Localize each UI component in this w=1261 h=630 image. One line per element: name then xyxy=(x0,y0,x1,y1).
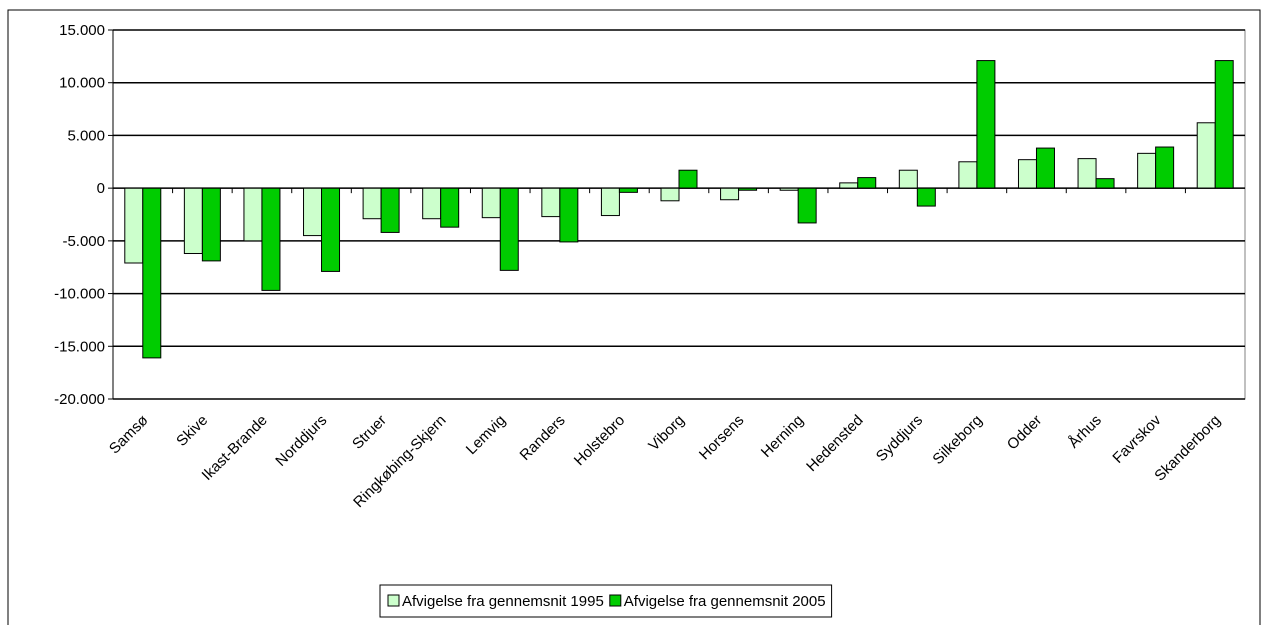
bar xyxy=(839,182,859,189)
bar xyxy=(183,187,203,255)
bar xyxy=(380,187,400,233)
bar xyxy=(321,187,341,272)
bar xyxy=(600,187,620,217)
y-tick-label: -10.000 xyxy=(54,286,105,303)
bar xyxy=(1077,158,1097,189)
bar xyxy=(362,187,382,220)
bar xyxy=(559,187,579,243)
bar xyxy=(261,187,281,291)
bar xyxy=(1155,146,1175,189)
bar xyxy=(1196,122,1216,189)
bar xyxy=(1095,178,1115,189)
bar xyxy=(440,187,460,228)
legend-swatch xyxy=(609,594,622,607)
bar xyxy=(678,169,698,189)
y-tick-label: -20.000 xyxy=(54,391,105,408)
bar xyxy=(1035,147,1055,189)
bar xyxy=(1137,152,1157,189)
legend xyxy=(379,584,833,618)
plot-area xyxy=(112,29,1246,400)
bar xyxy=(303,187,323,237)
legend-swatch xyxy=(387,594,400,607)
bar xyxy=(958,161,978,189)
bar xyxy=(422,187,442,220)
bar xyxy=(916,187,936,207)
bar xyxy=(1017,159,1037,189)
bar xyxy=(481,187,501,219)
bar xyxy=(618,187,638,193)
y-tick-label: -15.000 xyxy=(54,338,105,355)
bar xyxy=(124,187,144,264)
bar xyxy=(142,187,162,359)
y-tick-label: 10.000 xyxy=(59,75,105,92)
y-tick-label: 15.000 xyxy=(59,22,105,39)
bar xyxy=(1214,60,1234,189)
y-tick-label: -5.000 xyxy=(62,233,105,250)
bar xyxy=(898,169,918,189)
bar xyxy=(499,187,519,271)
bar xyxy=(976,60,996,189)
bar xyxy=(720,187,740,201)
legend-label: Afvigelse fra gennemsnit 1995 xyxy=(402,593,604,610)
bar xyxy=(660,187,680,202)
y-tick-label: 5.000 xyxy=(67,127,105,144)
legend-label: Afvigelse fra gennemsnit 2005 xyxy=(624,593,826,610)
y-tick-label: 0 xyxy=(97,180,105,197)
bar xyxy=(857,177,877,189)
bar xyxy=(541,187,561,218)
bar xyxy=(243,187,263,242)
bar xyxy=(201,187,221,262)
bar xyxy=(797,187,817,224)
